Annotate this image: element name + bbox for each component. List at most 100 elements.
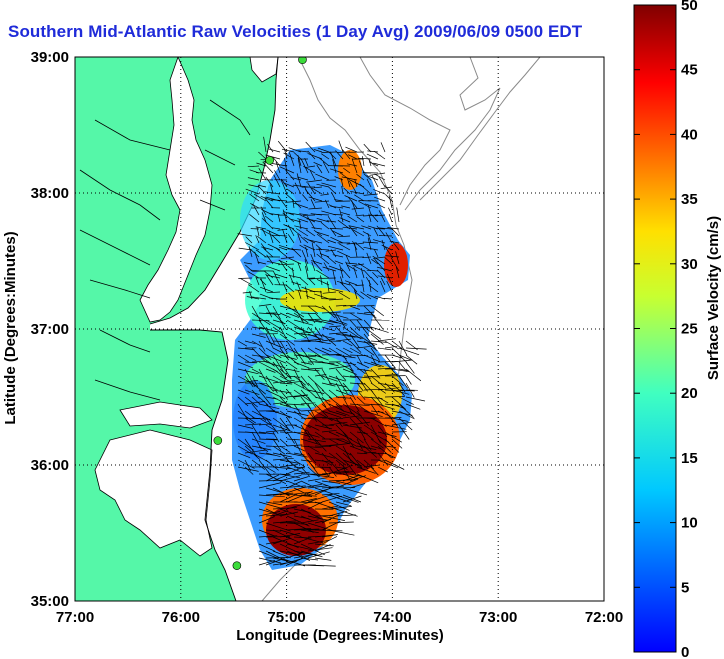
velocity-vector [380, 142, 386, 153]
velocity-vector [251, 347, 266, 363]
velocity-vector [405, 396, 426, 402]
velocity-vector [282, 228, 288, 244]
velocity-vector [321, 347, 332, 353]
velocity-vector [377, 466, 388, 473]
velocity-vector [342, 415, 362, 419]
velocity-vector [328, 510, 348, 517]
velocity-vector [368, 213, 372, 223]
velocity-vector [353, 267, 358, 279]
velocity-vector [368, 285, 379, 293]
velocity-vector [283, 182, 295, 188]
velocity-vector [279, 557, 303, 566]
velocity-vector [328, 305, 339, 321]
velocity-vector [251, 403, 267, 421]
velocity-vector [279, 485, 306, 489]
velocity-vector [370, 276, 379, 286]
velocity-vector [265, 452, 281, 458]
velocity-vector [283, 152, 295, 160]
velocity-vector [300, 409, 321, 412]
velocity-vector [390, 257, 400, 272]
velocity-vector [293, 438, 303, 455]
velocity-vector [286, 188, 295, 195]
velocity-vector [340, 276, 344, 286]
velocity-vector [265, 501, 283, 506]
velocity-vector [265, 340, 284, 349]
velocity-vector [356, 354, 363, 366]
velocity-vector [384, 445, 396, 448]
velocity-vector [307, 493, 334, 503]
velocity-vector [265, 557, 288, 559]
velocity-vector [251, 459, 266, 470]
velocity-vector [398, 382, 406, 393]
velocity-vector [349, 319, 360, 332]
velocity-vector [332, 269, 337, 286]
velocity-vector [398, 396, 414, 405]
colorbar-tick-label: 5 [681, 579, 689, 596]
velocity-vector [362, 231, 372, 237]
velocity-vector [340, 178, 344, 188]
velocity-vector [344, 280, 358, 286]
velocity-vector [321, 410, 342, 418]
velocity-vector [251, 340, 262, 347]
velocity-vector [321, 459, 332, 466]
velocity-vector [315, 244, 323, 251]
velocity-vector [370, 375, 387, 389]
velocity-vector [335, 438, 351, 445]
velocity-vector [307, 547, 333, 552]
velocity-vector [282, 209, 288, 223]
velocity-vector [341, 186, 344, 195]
velocity-vector [286, 491, 311, 496]
velocity-vector [237, 452, 251, 459]
velocity-vector [293, 394, 308, 398]
velocity-vector [300, 333, 318, 337]
velocity-vector [356, 438, 363, 450]
velocity-vector [281, 148, 295, 153]
velocity-vector [321, 338, 335, 342]
velocity-vector [297, 155, 302, 167]
velocity-vector [300, 326, 309, 341]
velocity-vector [349, 438, 368, 449]
velocity-vector [391, 396, 407, 410]
velocity-vector [286, 380, 303, 384]
velocity-vector [342, 487, 368, 496]
velocity-vector [286, 417, 295, 429]
velocity-vector [286, 305, 305, 318]
velocity-vector [344, 195, 358, 202]
velocity-vector [363, 319, 374, 331]
velocity-vector [387, 227, 400, 230]
velocity-vector [297, 218, 309, 223]
velocity-vector [255, 249, 267, 258]
velocity-vector [279, 312, 291, 319]
velocity-vector [321, 492, 340, 496]
velocity-vector [330, 205, 344, 209]
velocity-vector [261, 212, 267, 223]
velocity-vector [349, 326, 358, 335]
velocity-vector [321, 375, 338, 382]
velocity-vector [293, 522, 314, 533]
velocity-vector [258, 557, 282, 564]
velocity-vector [305, 295, 316, 300]
velocity-vector [342, 361, 357, 366]
velocity-vector [339, 281, 351, 293]
velocity-vector [314, 417, 331, 430]
velocity-vector [322, 291, 337, 294]
velocity-vector [371, 174, 379, 188]
velocity-vector [371, 259, 379, 265]
colorbar-tick-label: 45 [681, 62, 698, 79]
velocity-vector [356, 340, 378, 345]
velocity-vector [237, 233, 253, 237]
velocity-vector [348, 180, 358, 195]
velocity-vector [286, 403, 305, 406]
velocity-vector [265, 333, 274, 349]
velocity-vector [405, 375, 412, 385]
velocity-vector [328, 151, 337, 160]
velocity-vector [398, 424, 410, 440]
velocity-vector [377, 275, 393, 279]
velocity-vector [321, 520, 341, 531]
velocity-vector [349, 459, 364, 470]
velocity-vector [321, 182, 337, 188]
velocity-vector [300, 361, 312, 365]
velocity-vector [321, 514, 340, 524]
velocity-vector [245, 236, 253, 244]
velocity-vector [261, 217, 274, 230]
